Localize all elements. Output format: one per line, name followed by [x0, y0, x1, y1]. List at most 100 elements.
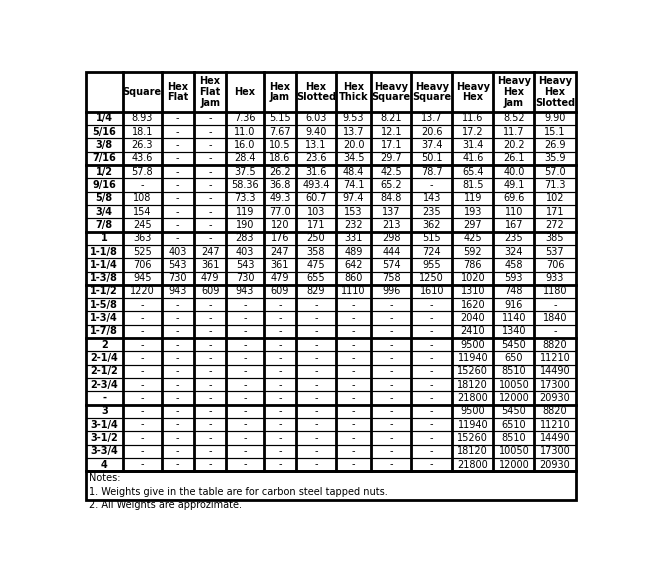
Text: 272: 272: [546, 220, 564, 230]
Text: -: -: [176, 353, 179, 363]
Text: 537: 537: [546, 247, 564, 256]
Bar: [452, 378, 493, 391]
Bar: [226, 365, 264, 378]
Text: Heavy
Square: Heavy Square: [412, 82, 452, 103]
Bar: [86, 245, 123, 258]
Text: -: -: [430, 433, 433, 443]
Text: 13.7: 13.7: [421, 113, 442, 124]
Text: 1180: 1180: [542, 286, 567, 297]
Bar: [452, 179, 493, 192]
Text: -: -: [208, 180, 212, 190]
Bar: [493, 272, 535, 285]
Text: Hex
Jam: Hex Jam: [270, 82, 290, 103]
Text: 1-5/8: 1-5/8: [90, 300, 118, 310]
Bar: [411, 192, 452, 205]
Bar: [264, 258, 296, 272]
Text: -: -: [390, 366, 393, 376]
Bar: [296, 165, 336, 179]
Bar: [123, 325, 161, 338]
Text: 42.5: 42.5: [381, 167, 402, 177]
Text: 444: 444: [382, 247, 401, 256]
Text: -: -: [176, 313, 179, 323]
Text: -: -: [176, 193, 179, 204]
Bar: [86, 298, 123, 311]
Bar: [336, 352, 372, 365]
Bar: [411, 112, 452, 125]
Text: -: -: [208, 380, 212, 390]
Text: -: -: [208, 206, 212, 217]
Text: 17300: 17300: [540, 380, 570, 390]
Text: -: -: [208, 420, 212, 430]
Text: 14490: 14490: [540, 366, 570, 376]
Text: 298: 298: [382, 233, 401, 243]
Text: -: -: [141, 420, 144, 430]
Bar: [86, 258, 123, 272]
Text: 1/4: 1/4: [96, 113, 113, 124]
Bar: [86, 73, 123, 112]
Text: -: -: [278, 459, 282, 469]
Text: -: -: [352, 446, 355, 456]
Bar: [264, 272, 296, 285]
Text: -: -: [314, 446, 318, 456]
Text: 10050: 10050: [499, 446, 530, 456]
Text: -: -: [243, 407, 247, 416]
Text: 955: 955: [422, 260, 441, 270]
Text: -: -: [176, 127, 179, 137]
Bar: [493, 311, 535, 325]
Bar: [493, 391, 535, 405]
Bar: [161, 391, 194, 405]
Bar: [535, 365, 575, 378]
Bar: [226, 285, 264, 298]
Text: 592: 592: [464, 247, 482, 256]
Text: 1310: 1310: [461, 286, 485, 297]
Text: 1250: 1250: [419, 273, 444, 283]
Text: -: -: [430, 459, 433, 469]
Bar: [123, 192, 161, 205]
Text: 543: 543: [235, 260, 254, 270]
Bar: [296, 311, 336, 325]
Text: -: -: [430, 407, 433, 416]
Text: 324: 324: [504, 247, 523, 256]
Text: -: -: [430, 366, 433, 376]
Text: 8820: 8820: [542, 407, 567, 416]
Bar: [452, 272, 493, 285]
Text: -: -: [390, 300, 393, 310]
Bar: [372, 365, 411, 378]
Bar: [194, 311, 226, 325]
Text: -: -: [430, 327, 433, 336]
Text: 18120: 18120: [457, 380, 488, 390]
Text: 65.2: 65.2: [381, 180, 402, 190]
Text: -: -: [208, 459, 212, 469]
Text: -: -: [176, 407, 179, 416]
Text: 8820: 8820: [542, 340, 567, 350]
Bar: [493, 365, 535, 378]
Bar: [296, 73, 336, 112]
Bar: [194, 285, 226, 298]
Bar: [493, 231, 535, 245]
Text: 245: 245: [133, 220, 152, 230]
Text: 3/4: 3/4: [96, 206, 113, 217]
Bar: [86, 192, 123, 205]
Text: 29.7: 29.7: [381, 153, 402, 163]
Bar: [336, 445, 372, 458]
Bar: [411, 218, 452, 231]
Bar: [296, 179, 336, 192]
Text: 943: 943: [168, 286, 187, 297]
Text: 20.6: 20.6: [421, 127, 442, 137]
Bar: [194, 405, 226, 418]
Text: 153: 153: [344, 206, 363, 217]
Text: -: -: [430, 180, 433, 190]
Text: 933: 933: [546, 273, 564, 283]
Bar: [452, 218, 493, 231]
Bar: [452, 245, 493, 258]
Bar: [264, 405, 296, 418]
Bar: [535, 165, 575, 179]
Text: 363: 363: [133, 233, 152, 243]
Text: 574: 574: [382, 260, 401, 270]
Text: 12000: 12000: [499, 393, 530, 403]
Bar: [161, 112, 194, 125]
Text: 8.21: 8.21: [381, 113, 402, 124]
Text: -: -: [314, 393, 318, 403]
Text: 235: 235: [504, 233, 523, 243]
Bar: [264, 418, 296, 431]
